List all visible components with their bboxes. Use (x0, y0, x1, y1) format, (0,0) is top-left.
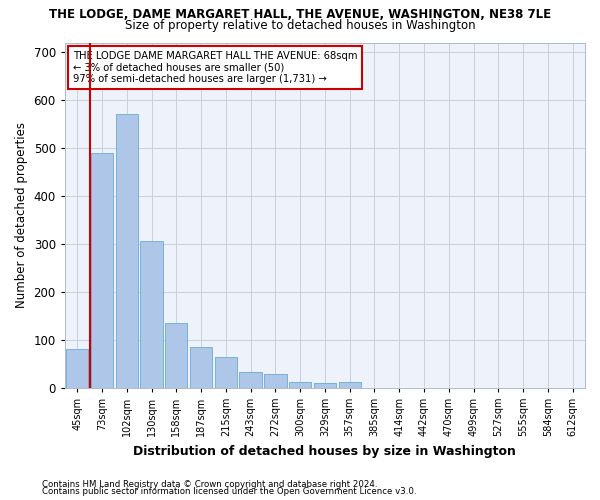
Bar (289, 382, 311, 388)
Bar (91, 153, 113, 388)
Bar (239, 372, 262, 388)
Bar (165, 323, 187, 388)
Text: THE LODGE, DAME MARGARET HALL, THE AVENUE, WASHINGTON, NE38 7LE: THE LODGE, DAME MARGARET HALL, THE AVENU… (49, 8, 551, 20)
Bar (215, 358, 237, 388)
X-axis label: Distribution of detached houses by size in Washington: Distribution of detached houses by size … (133, 444, 517, 458)
Y-axis label: Number of detached properties: Number of detached properties (15, 122, 28, 308)
Bar (66, 350, 88, 388)
Bar (116, 114, 138, 388)
Bar (338, 382, 361, 388)
Text: THE LODGE DAME MARGARET HALL THE AVENUE: 68sqm
← 3% of detached houses are small: THE LODGE DAME MARGARET HALL THE AVENUE:… (73, 51, 357, 84)
Bar (314, 383, 336, 388)
Bar (264, 374, 287, 388)
Text: Size of property relative to detached houses in Washington: Size of property relative to detached ho… (125, 18, 475, 32)
Bar (190, 347, 212, 388)
Text: Contains HM Land Registry data © Crown copyright and database right 2024.: Contains HM Land Registry data © Crown c… (42, 480, 377, 489)
Bar (140, 242, 163, 388)
Text: Contains public sector information licensed under the Open Government Licence v3: Contains public sector information licen… (42, 487, 416, 496)
